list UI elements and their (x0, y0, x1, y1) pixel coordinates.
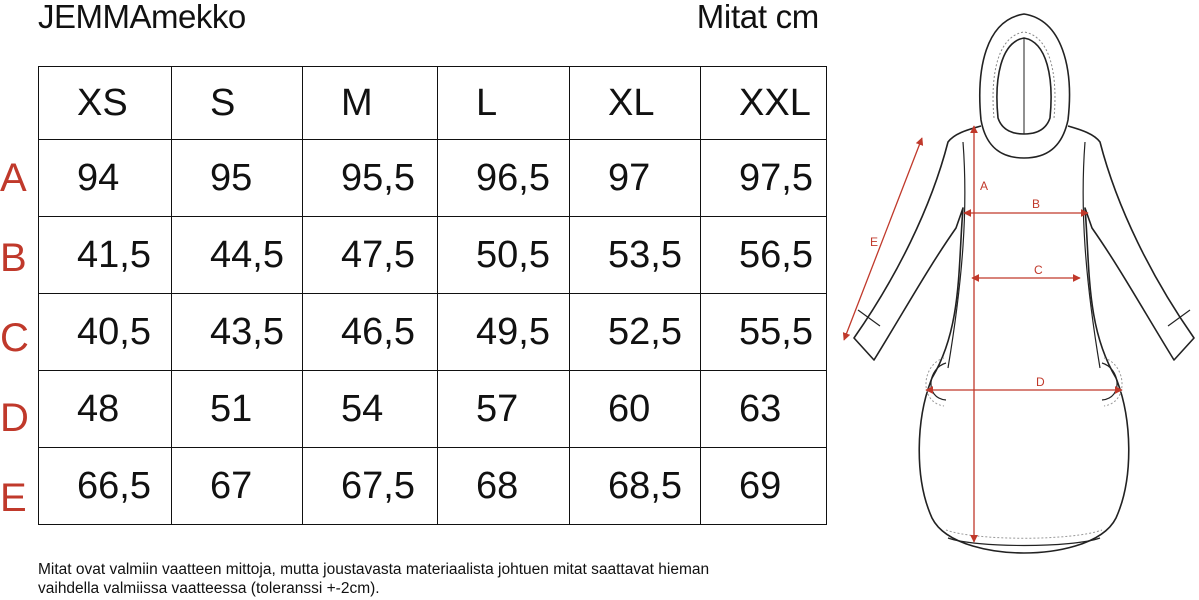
table-cell: 46,5 (302, 293, 438, 371)
size-header-xs: XS (38, 66, 172, 140)
row-label-a: A (0, 156, 27, 200)
measure-label-b: B (1032, 197, 1040, 211)
table-cell: 95 (171, 139, 303, 217)
row-label-b: B (0, 236, 27, 280)
measure-line-e (842, 137, 924, 341)
table-cell: 94 (38, 139, 172, 217)
table-cell: 54 (302, 370, 438, 448)
table-cell: 56,5 (700, 216, 827, 294)
table-cell: 63 (700, 370, 827, 448)
table-cell: 57 (437, 370, 570, 448)
hood-opening (996, 37, 1052, 135)
measurement-note: Mitat ovat valmiin vaatteen mittoja, mut… (38, 560, 838, 598)
table-cell: 53,5 (569, 216, 701, 294)
table-header-row: XS S M L XL XXL (38, 66, 827, 140)
measure-label-d: D (1036, 375, 1045, 389)
page-title: JEMMAmekko (38, 0, 246, 35)
dress-diagram: A B C D E (842, 13, 1195, 554)
table-cell: 66,5 (38, 447, 172, 525)
table-row: 94 95 95,5 96,5 97 97,5 (38, 139, 827, 217)
row-label-d: D (0, 396, 29, 440)
table-cell: 67,5 (302, 447, 438, 525)
table-cell: 50,5 (437, 216, 570, 294)
row-label-c: C (0, 316, 29, 360)
table-cell: 97 (569, 139, 701, 217)
table-row: 41,5 44,5 47,5 50,5 53,5 56,5 (38, 216, 827, 294)
table-cell: 95,5 (302, 139, 438, 217)
table-cell: 68,5 (569, 447, 701, 525)
units-label: Mitat cm (696, 0, 820, 35)
measure-label-c: C (1034, 263, 1043, 277)
hood-outline (979, 13, 1071, 159)
table-row: 40,5 43,5 46,5 49,5 52,5 55,5 (38, 293, 827, 371)
table-cell: 40,5 (38, 293, 172, 371)
size-header-xl: XL (569, 66, 701, 140)
table-cell: 69 (700, 447, 827, 525)
table-row: 66,5 67 67,5 68 68,5 69 (38, 447, 827, 525)
measure-label-a: A (980, 179, 988, 193)
size-header-m: M (302, 66, 438, 140)
table-cell: 68 (437, 447, 570, 525)
dress-body (853, 125, 1195, 554)
size-header-xxl: XXL (700, 66, 827, 140)
table-cell: 49,5 (437, 293, 570, 371)
table-cell: 96,5 (437, 139, 570, 217)
table-cell: 47,5 (302, 216, 438, 294)
table-cell: 97,5 (700, 139, 827, 217)
size-header-s: S (171, 66, 303, 140)
size-table: XS S M L XL XXL 94 95 95,5 96,5 97 97,5 … (38, 66, 827, 525)
note-line-2: vaihdella valmiissa vaatteessa (tolerans… (38, 580, 380, 597)
measure-label-e: E (870, 235, 878, 249)
table-row: 48 51 54 57 60 63 (38, 370, 827, 448)
table-cell: 52,5 (569, 293, 701, 371)
table-cell: 44,5 (171, 216, 303, 294)
row-label-e: E (0, 476, 27, 520)
table-cell: 60 (569, 370, 701, 448)
table-cell: 48 (38, 370, 172, 448)
table-cell: 51 (171, 370, 303, 448)
note-line-1: Mitat ovat valmiin vaatteen mittoja, mut… (38, 561, 710, 578)
table-cell: 55,5 (700, 293, 827, 371)
size-header-l: L (437, 66, 570, 140)
table-cell: 41,5 (38, 216, 172, 294)
table-cell: 67 (171, 447, 303, 525)
table-cell: 43,5 (171, 293, 303, 371)
